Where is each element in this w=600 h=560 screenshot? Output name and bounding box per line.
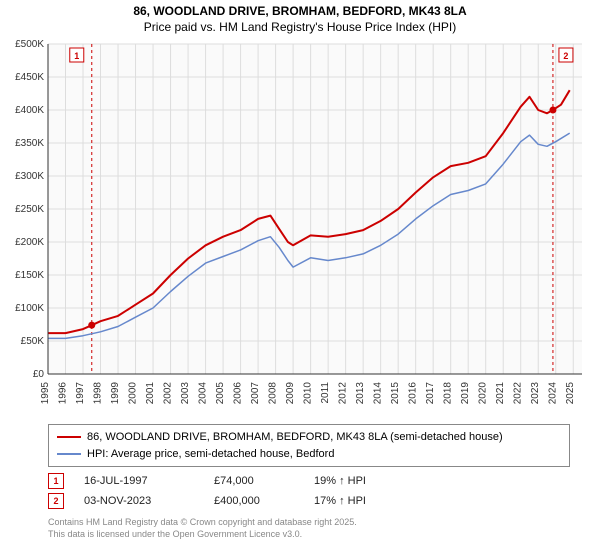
svg-text:2016: 2016 xyxy=(408,382,419,405)
svg-text:1: 1 xyxy=(74,51,79,61)
svg-text:2017: 2017 xyxy=(425,382,436,405)
svg-text:2006: 2006 xyxy=(233,382,244,405)
footer-line: Contains HM Land Registry data © Crown c… xyxy=(48,517,570,529)
chart-container: 86, WOODLAND DRIVE, BROMHAM, BEDFORD, MK… xyxy=(0,0,600,560)
legend-label: HPI: Average price, semi-detached house,… xyxy=(87,446,334,463)
sale-marker: 2 xyxy=(48,493,64,509)
sale-row: 2 03-NOV-2023 £400,000 17% ↑ HPI xyxy=(48,491,570,511)
svg-text:2025: 2025 xyxy=(565,382,576,405)
legend-swatch xyxy=(57,436,81,438)
svg-text:2003: 2003 xyxy=(180,382,191,405)
svg-text:2007: 2007 xyxy=(250,382,261,405)
svg-text:2002: 2002 xyxy=(163,382,174,405)
svg-text:2021: 2021 xyxy=(495,382,506,405)
svg-text:1995: 1995 xyxy=(40,382,51,405)
footer-line: This data is licensed under the Open Gov… xyxy=(48,529,570,541)
svg-text:2018: 2018 xyxy=(443,382,454,405)
svg-text:1999: 1999 xyxy=(110,382,121,405)
sale-date: 03-NOV-2023 xyxy=(84,495,194,507)
svg-text:£100K: £100K xyxy=(15,303,44,314)
svg-text:£200K: £200K xyxy=(15,237,44,248)
footer: Contains HM Land Registry data © Crown c… xyxy=(48,517,570,540)
sale-price: £74,000 xyxy=(214,475,294,487)
legend-swatch xyxy=(57,453,81,455)
legend-item: HPI: Average price, semi-detached house,… xyxy=(57,446,561,463)
line-chart: £0 £50K £100K £150K £200K £250K £300K £350K £400… xyxy=(0,38,600,418)
svg-text:2023: 2023 xyxy=(530,382,541,405)
svg-text:2012: 2012 xyxy=(338,382,349,405)
page-subtitle: Price paid vs. HM Land Registry's House … xyxy=(0,20,600,38)
svg-text:2024: 2024 xyxy=(548,382,559,405)
svg-text:2015: 2015 xyxy=(390,382,401,405)
svg-text:1996: 1996 xyxy=(58,382,69,405)
svg-text:2011: 2011 xyxy=(320,382,331,404)
svg-text:2020: 2020 xyxy=(478,382,489,405)
svg-text:£250K: £250K xyxy=(15,204,44,215)
svg-text:£500K: £500K xyxy=(15,39,44,50)
svg-text:2001: 2001 xyxy=(145,382,156,405)
svg-text:2022: 2022 xyxy=(513,382,524,405)
page-title: 86, WOODLAND DRIVE, BROMHAM, BEDFORD, MK… xyxy=(0,0,600,20)
svg-text:2004: 2004 xyxy=(198,382,209,405)
svg-text:2013: 2013 xyxy=(355,382,366,405)
svg-text:2: 2 xyxy=(563,51,568,61)
svg-text:2000: 2000 xyxy=(128,382,139,405)
svg-text:1997: 1997 xyxy=(75,382,86,405)
sale-row: 1 16-JUL-1997 £74,000 19% ↑ HPI xyxy=(48,471,570,491)
sale-price: £400,000 xyxy=(214,495,294,507)
chart-area: £0 £50K £100K £150K £200K £250K £300K £350K £400… xyxy=(0,38,600,418)
svg-text:2008: 2008 xyxy=(268,382,279,405)
sale-date: 16-JUL-1997 xyxy=(84,475,194,487)
svg-text:£0: £0 xyxy=(33,369,45,380)
legend-item: 86, WOODLAND DRIVE, BROMHAM, BEDFORD, MK… xyxy=(57,429,561,446)
sales-table: 1 16-JUL-1997 £74,000 19% ↑ HPI 2 03-NOV-2023… xyxy=(48,471,570,511)
svg-text:£150K: £150K xyxy=(15,270,44,281)
sale-hpi-diff: 17% ↑ HPI xyxy=(314,495,414,507)
svg-text:£50K: £50K xyxy=(21,336,45,347)
svg-text:2019: 2019 xyxy=(460,382,471,405)
svg-text:2009: 2009 xyxy=(285,382,296,405)
svg-text:£300K: £300K xyxy=(15,171,44,182)
svg-text:2014: 2014 xyxy=(373,382,384,405)
sale-hpi-diff: 19% ↑ HPI xyxy=(314,475,414,487)
svg-text:£400K: £400K xyxy=(15,105,44,116)
svg-text:£350K: £350K xyxy=(15,138,44,149)
legend: 86, WOODLAND DRIVE, BROMHAM, BEDFORD, MK… xyxy=(48,424,570,467)
sale-marker: 1 xyxy=(48,473,64,489)
svg-text:2005: 2005 xyxy=(215,382,226,405)
legend-label: 86, WOODLAND DRIVE, BROMHAM, BEDFORD, MK… xyxy=(87,429,503,446)
svg-text:2010: 2010 xyxy=(303,382,314,405)
svg-text:£450K: £450K xyxy=(15,72,44,83)
svg-text:1998: 1998 xyxy=(93,382,104,405)
